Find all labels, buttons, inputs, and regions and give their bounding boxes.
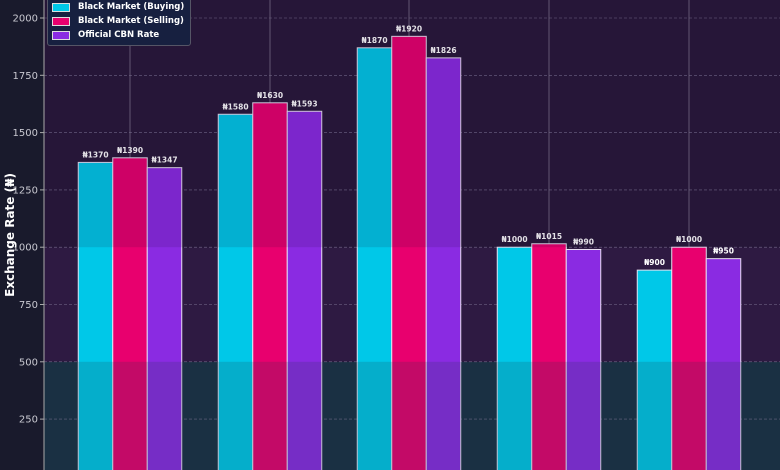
- legend-label: Official CBN Rate: [78, 30, 160, 40]
- legend-swatch-buying: [52, 2, 70, 12]
- bar: [565, 248, 602, 470]
- legend-swatch-selling: [52, 16, 70, 26]
- data-label: ₦1580: [222, 102, 248, 111]
- data-label: ₦950: [713, 247, 734, 256]
- y-tick-label: 1750: [13, 71, 38, 82]
- y-axis-label: Exchange Rate (₦): [3, 173, 17, 297]
- band-overlay: [44, 361, 780, 470]
- data-label: ₦1370: [82, 150, 108, 159]
- bar: [217, 113, 254, 470]
- y-tick-label: 1000: [13, 243, 38, 254]
- data-label: ₦1390: [117, 146, 143, 155]
- data-label: ₦1870: [361, 36, 387, 45]
- y-tick-label: 2000: [13, 14, 38, 25]
- legend: Black Market (Buying) Black Market (Sell…: [47, 0, 192, 46]
- bar: [252, 102, 288, 470]
- data-label: ₦1347: [151, 156, 177, 165]
- y-tick-label: 500: [19, 357, 38, 368]
- y-tick-label: 250: [19, 415, 38, 426]
- y-tick-label: 1250: [13, 185, 38, 196]
- data-label: ₦1015: [536, 232, 562, 241]
- bar: [112, 157, 148, 470]
- legend-swatch-cbn: [52, 30, 70, 40]
- data-label: ₦900: [644, 258, 665, 267]
- bar: [146, 167, 183, 470]
- bar: [425, 57, 462, 470]
- legend-item-buying: Black Market (Buying): [52, 0, 184, 14]
- bar: [391, 35, 427, 470]
- data-label: ₦1000: [676, 235, 702, 244]
- legend-label: Black Market (Selling): [78, 16, 184, 26]
- data-label: ₦1630: [257, 91, 283, 100]
- data-label: ₦1826: [430, 46, 456, 55]
- data-label: ₦1920: [396, 24, 422, 33]
- data-label: ₦990: [573, 237, 594, 246]
- bar: [77, 161, 114, 470]
- data-label: ₦1000: [501, 235, 527, 244]
- y-tick-label: 750: [19, 300, 38, 311]
- bar: [705, 258, 742, 470]
- bar: [286, 110, 323, 470]
- y-tick-label: 1500: [13, 128, 38, 139]
- legend-item-selling: Black Market (Selling): [52, 14, 184, 28]
- bar: [356, 47, 393, 470]
- bar: [531, 243, 567, 470]
- legend-label: Black Market (Buying): [78, 2, 185, 12]
- data-label: ₦1593: [291, 99, 317, 108]
- legend-item-cbn: Official CBN Rate: [52, 28, 184, 42]
- bar: [636, 269, 673, 470]
